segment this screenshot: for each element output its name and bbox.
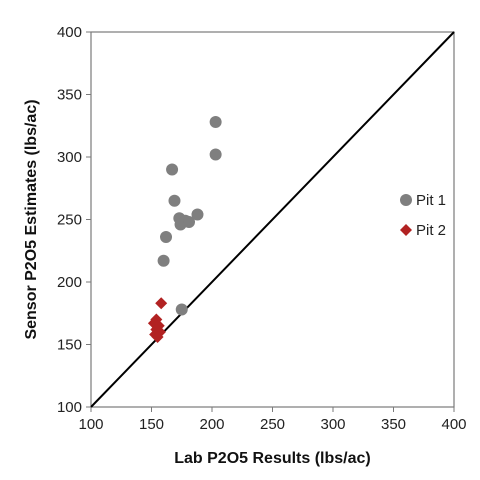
pit-1-point: [166, 163, 179, 176]
y-tick-label: 200: [57, 274, 82, 291]
tick-labels: 100 150 200 250 300 350 400 100 150 200 250 300 350 4…: [57, 24, 467, 433]
legend-marker-pit-2: [400, 224, 412, 236]
y-tick-label: 100: [57, 399, 82, 416]
legend-label-pit-1: Pit 1: [416, 192, 446, 209]
legend-item-pit-1: Pit 1: [400, 192, 446, 209]
y-tick-label: 250: [57, 212, 82, 229]
pit-1-point: [175, 303, 188, 316]
pit-1-point: [157, 254, 170, 267]
y-tick-label: 400: [57, 24, 82, 41]
x-tick-label: 100: [78, 416, 103, 433]
pit-1-point: [191, 208, 204, 221]
pit-2-point: [155, 297, 168, 310]
x-tick-label: 150: [139, 416, 164, 433]
legend: Pit 1 Pit 2: [400, 192, 446, 239]
legend-label-pit-2: Pit 2: [416, 222, 446, 239]
series-pit-1: [157, 116, 222, 316]
x-tick-label: 350: [381, 416, 406, 433]
x-tick-label: 300: [320, 416, 345, 433]
legend-item-pit-2: Pit 2: [400, 222, 446, 239]
pit-1-point: [209, 148, 222, 161]
pit-1-point: [209, 116, 222, 128]
y-tick-label: 150: [57, 337, 82, 354]
y-tick-label: 350: [57, 87, 82, 104]
pit-1-point: [168, 194, 181, 207]
series-pit-2: [147, 297, 168, 343]
pit-1-point: [160, 231, 173, 243]
y-axis-title: Sensor P2O5 Estimates (lbs/ac): [23, 99, 40, 339]
one-to-one-line: [90, 31, 455, 408]
x-tick-label: 250: [260, 416, 285, 433]
x-tick-label: 400: [441, 416, 466, 433]
plot-area: [90, 31, 455, 408]
legend-marker-pit-1: [400, 194, 412, 206]
x-axis-title: Lab P2O5 Results (lbs/ac): [174, 450, 371, 467]
pit-2-point: [151, 331, 164, 343]
axis-titles: Lab P2O5 Results (lbs/ac) Sensor P2O5 Es…: [23, 99, 371, 467]
pit-1-point: [183, 216, 196, 228]
y-tick-label: 300: [57, 149, 82, 166]
x-tick-label: 200: [199, 416, 224, 433]
